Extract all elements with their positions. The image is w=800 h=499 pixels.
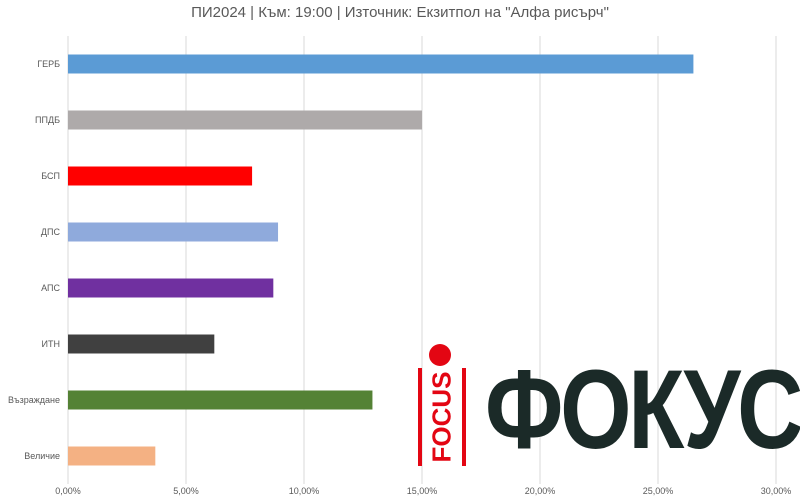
y-category-label: ДПС [41, 227, 61, 237]
y-category-label: ППДБ [35, 115, 60, 125]
chart-title: ПИ2024 | Към: 19:00 | Източник: Екзитпол… [191, 4, 609, 21]
x-tick-label: 0,00% [55, 486, 81, 496]
y-category-label: АПС [41, 283, 60, 293]
x-tick-label: 15,00% [407, 486, 438, 496]
y-category-label: Величие [24, 451, 60, 461]
bar [68, 54, 694, 74]
bar [68, 222, 279, 242]
focus-logo: FOCUS ФОКУС [415, 340, 800, 470]
x-tick-label: 5,00% [173, 486, 199, 496]
y-category-label: ИТН [42, 339, 60, 349]
logo-word: ФОКУС [485, 347, 800, 472]
y-category-label: ГЕРБ [37, 59, 60, 69]
bar [68, 110, 422, 130]
bar [68, 278, 274, 298]
logo-dot-icon [429, 344, 451, 366]
y-category-label: БСП [41, 171, 60, 181]
x-tick-label: 20,00% [525, 486, 556, 496]
x-tick-label: 10,00% [289, 486, 320, 496]
x-tick-label: 25,00% [643, 486, 674, 496]
y-category-label: Възраждане [8, 395, 60, 405]
bar [68, 334, 215, 354]
logo-focus-text: FOCUS [426, 371, 457, 463]
bar [68, 446, 156, 466]
logo-focus-mark: FOCUS [418, 368, 466, 466]
x-tick-label: 30,00% [761, 486, 792, 496]
bar [68, 166, 253, 186]
bar [68, 390, 373, 410]
